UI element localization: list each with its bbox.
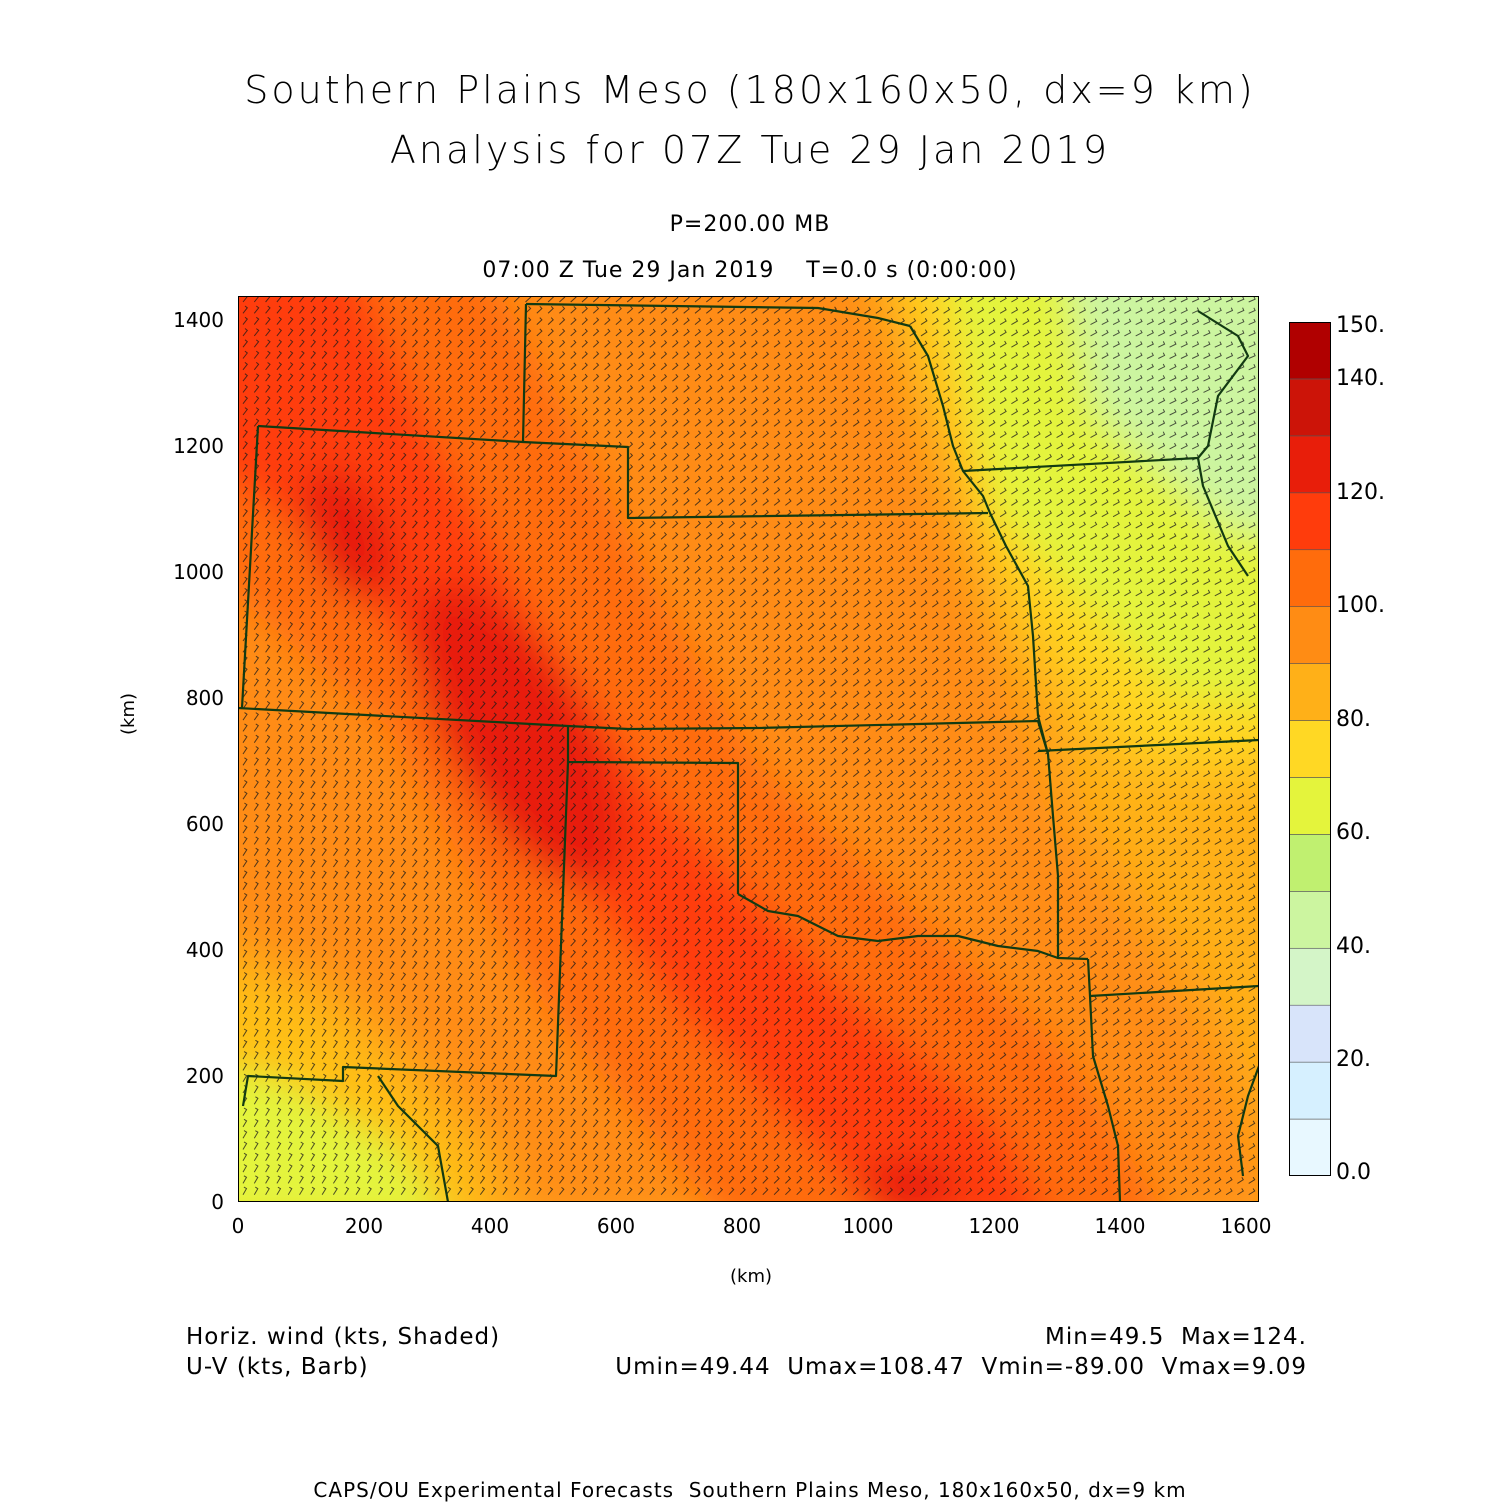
colorbar-label: 120.: [1336, 480, 1385, 505]
colorbar-label: 0.0: [1336, 1160, 1371, 1185]
colorbar-bin: [1289, 378, 1331, 437]
colorbar-label: 40.: [1336, 934, 1371, 959]
field-60-70-sw: [238, 1068, 440, 1202]
iowa-south-boundary: [962, 456, 1199, 473]
uv-stats: Umin=49.44 Umax=108.47 Vmin=-89.00 Vmax=…: [615, 1354, 1307, 1380]
colorbar-bin: [1289, 322, 1331, 380]
x-axis-label: (km): [730, 1266, 773, 1287]
colorbar-bin: [1289, 947, 1331, 1006]
y-tick-label: 400: [185, 938, 224, 962]
missouri-river-ne-boundary: [909, 325, 1040, 717]
x-tick-label: 1400: [1094, 1214, 1146, 1238]
y-axis-label: (km): [118, 692, 139, 735]
colorbar-bin: [1289, 663, 1331, 721]
mississippi-river: [1196, 310, 1250, 577]
y-tick-label: 1400: [173, 308, 224, 332]
min-max-stats: Min=49.5 Max=124.: [1045, 1324, 1307, 1350]
colorbar-bin: [1289, 435, 1331, 494]
field-110-120-jet: [238, 296, 1040, 1202]
y-tick-label: 800: [185, 686, 224, 710]
barb-field-legend: U-V (kts, Barb): [186, 1354, 369, 1380]
colorbar-label: 140.: [1336, 366, 1385, 391]
y-tick-label: 1200: [173, 434, 224, 458]
shaded-field-legend: Horiz. wind (kts, Shaded): [186, 1324, 501, 1350]
y-tick-label: 600: [185, 812, 224, 836]
rio-grande-boundary: [377, 1075, 450, 1202]
x-tick-label: 0: [231, 1214, 245, 1238]
nebraska-north-boundary: [525, 302, 911, 328]
colorado-nebraska-boundary: [257, 424, 989, 520]
colorbar-bin: [1289, 720, 1331, 778]
colorbar-label: 60.: [1336, 820, 1371, 845]
missouri-oklahoma-east-boundary: [1036, 715, 1060, 959]
colorbar-bin: [1289, 891, 1331, 949]
colorbar: [1289, 322, 1331, 1176]
red-river-boundary: [737, 893, 1089, 961]
wyoming-nebraska-boundary: [521, 303, 528, 443]
colorbar-bin: [1289, 492, 1331, 551]
field-50-60-ne: [1071, 296, 1259, 533]
y-tick-label: 200: [185, 1064, 224, 1088]
credit-line: CAPS/OU Experimental Forecasts Southern …: [313, 1478, 1187, 1502]
mississippi-river-south: [1236, 1065, 1259, 1177]
plot-title-line1: Southern Plains Meso (180x160x50, dx=9 k…: [244, 68, 1256, 112]
colorado-west-boundary: [240, 425, 260, 709]
wind-speed-map: [238, 296, 1259, 1202]
x-tick-label: 400: [470, 1214, 510, 1238]
colorbar-label: 100.: [1336, 593, 1385, 618]
x-tick-label: 1600: [1220, 1214, 1272, 1238]
map-frame: [238, 296, 1259, 1202]
colorbar-bin: [1289, 1004, 1331, 1063]
missouri-south-boundary: [1037, 738, 1259, 753]
x-tick-label: 1200: [968, 1214, 1020, 1238]
colorbar-bin: [1289, 606, 1331, 664]
colorbar-bin: [1289, 1118, 1331, 1176]
y-tick-label: 1000: [173, 560, 224, 584]
colorbar-label: 80.: [1336, 707, 1371, 732]
x-tick-label: 600: [596, 1214, 636, 1238]
arkansas-north-boundary: [1089, 984, 1259, 998]
plot-title-line2: Analysis for 07Z Tue 29 Jan 2019: [389, 128, 1111, 172]
new-mexico-texas-boundary: [241, 761, 570, 1107]
y-tick-label: 0: [211, 1190, 224, 1214]
arkansas-texas-boundary: [1086, 958, 1122, 1202]
state-boundaries: [238, 302, 1259, 1202]
valid-time-label: 07:00 Z Tue 29 Jan 2019 T=0.0 s (0:00:00…: [482, 258, 1018, 283]
pressure-level-label: P=200.00 MB: [669, 212, 831, 237]
colorbar-bin: [1289, 549, 1331, 607]
x-tick-label: 800: [722, 1214, 762, 1238]
colorbar-bin: [1289, 1061, 1331, 1120]
colorbar-bin: [1289, 777, 1331, 835]
colorbar-bin: [1289, 834, 1331, 892]
field-120-130-max-central: [413, 584, 623, 888]
colorbar-label: 20.: [1336, 1047, 1371, 1072]
x-tick-label: 1000: [842, 1214, 894, 1238]
oklahoma-panhandle-boundary: [566, 726, 740, 894]
colorbar-label: 150.: [1336, 313, 1385, 338]
x-tick-label: 200: [344, 1214, 384, 1238]
